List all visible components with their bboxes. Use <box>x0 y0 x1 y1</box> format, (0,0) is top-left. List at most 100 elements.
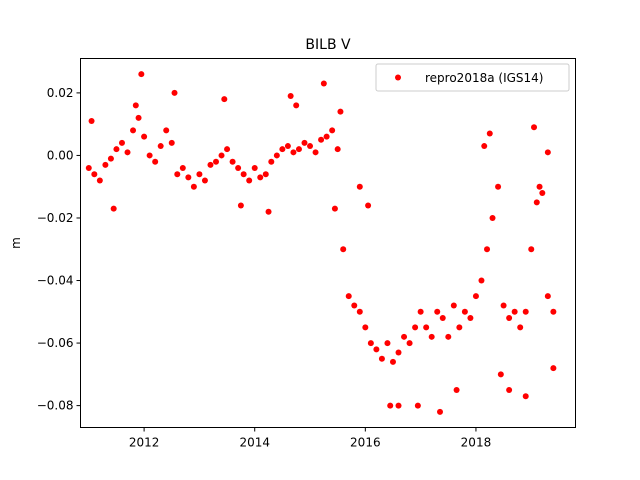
data-point <box>190 183 197 190</box>
data-point <box>331 205 338 212</box>
data-point <box>307 143 314 150</box>
data-point <box>171 89 178 96</box>
data-point <box>345 293 352 300</box>
data-point <box>221 96 228 103</box>
data-point <box>135 114 142 121</box>
data-point <box>279 146 286 153</box>
data-point <box>246 177 253 184</box>
y-tick-label: −0.04 <box>37 274 74 288</box>
data-point <box>506 315 513 322</box>
data-point <box>378 355 385 362</box>
data-point <box>235 164 242 171</box>
data-point <box>262 171 269 178</box>
data-point <box>320 80 327 87</box>
data-point <box>146 152 153 159</box>
data-point <box>118 139 125 146</box>
data-point <box>511 308 518 315</box>
data-point <box>550 365 557 372</box>
legend: repro2018a (IGS14) <box>375 63 570 92</box>
data-point <box>213 158 220 165</box>
data-point <box>384 340 391 347</box>
data-point <box>417 308 424 315</box>
data-point <box>484 246 491 253</box>
y-axis: 0.02 0.00 −0.02 −0.04 −0.06 −0.08 <box>37 86 81 413</box>
data-point <box>110 205 117 212</box>
data-point <box>318 136 325 143</box>
data-point <box>138 71 145 78</box>
data-point <box>96 177 103 184</box>
data-point <box>337 108 344 115</box>
data-point <box>481 143 488 150</box>
data-point <box>132 102 139 109</box>
data-point <box>467 315 474 322</box>
data-point <box>268 158 275 165</box>
data-point <box>201 177 208 184</box>
data-point <box>531 124 538 131</box>
data-point <box>472 293 479 300</box>
chart-title: BILB V <box>305 37 351 53</box>
data-point <box>141 133 148 140</box>
data-point <box>168 139 175 146</box>
x-tick-label: 2018 <box>461 436 492 450</box>
data-point <box>287 93 294 100</box>
data-point <box>284 143 291 150</box>
x-tick-label: 2014 <box>239 436 270 450</box>
data-point <box>544 293 551 300</box>
data-point <box>528 246 535 253</box>
data-point <box>367 340 374 347</box>
data-point <box>434 308 441 315</box>
y-tick-label: 0.00 <box>47 148 74 162</box>
y-axis-label: m <box>9 237 23 249</box>
data-point <box>157 143 164 150</box>
data-point <box>340 246 347 253</box>
data-point <box>365 202 372 209</box>
data-point <box>395 349 402 356</box>
data-point <box>536 183 543 190</box>
data-point <box>265 208 272 215</box>
legend-label: repro2018a (IGS14) <box>425 71 543 85</box>
data-point <box>329 127 336 134</box>
data-point <box>395 402 402 409</box>
data-point <box>174 171 181 178</box>
data-point <box>517 324 524 331</box>
data-point <box>290 149 297 156</box>
data-point <box>436 408 443 415</box>
data-point <box>88 118 95 125</box>
data-point <box>453 386 460 393</box>
data-point <box>445 333 452 340</box>
data-point <box>124 149 131 156</box>
y-tick-label: 0.02 <box>47 86 74 100</box>
data-point <box>423 324 430 331</box>
data-point <box>107 155 114 162</box>
data-point <box>356 308 363 315</box>
data-point <box>439 315 446 322</box>
data-point <box>334 146 341 153</box>
data-point <box>486 130 493 137</box>
data-point <box>218 152 225 159</box>
data-point <box>85 164 92 171</box>
y-tick-label: −0.06 <box>37 336 74 350</box>
x-axis: 2012 2014 2016 2018 <box>129 427 492 450</box>
data-point <box>550 308 557 315</box>
data-point <box>406 340 413 347</box>
data-point <box>196 171 203 178</box>
data-point <box>539 189 546 196</box>
data-point <box>544 149 551 156</box>
data-point <box>312 149 319 156</box>
data-point <box>522 393 529 400</box>
data-point <box>301 139 308 146</box>
data-point <box>428 333 435 340</box>
data-point <box>533 199 540 206</box>
data-point <box>522 308 529 315</box>
data-point <box>152 158 159 165</box>
data-point <box>240 171 247 178</box>
data-point <box>412 324 419 331</box>
data-point <box>401 333 408 340</box>
legend-marker <box>395 74 401 81</box>
data-point <box>495 183 502 190</box>
data-point <box>273 152 280 159</box>
data-point <box>102 161 109 168</box>
data-point <box>295 146 302 153</box>
data-point <box>323 133 330 140</box>
